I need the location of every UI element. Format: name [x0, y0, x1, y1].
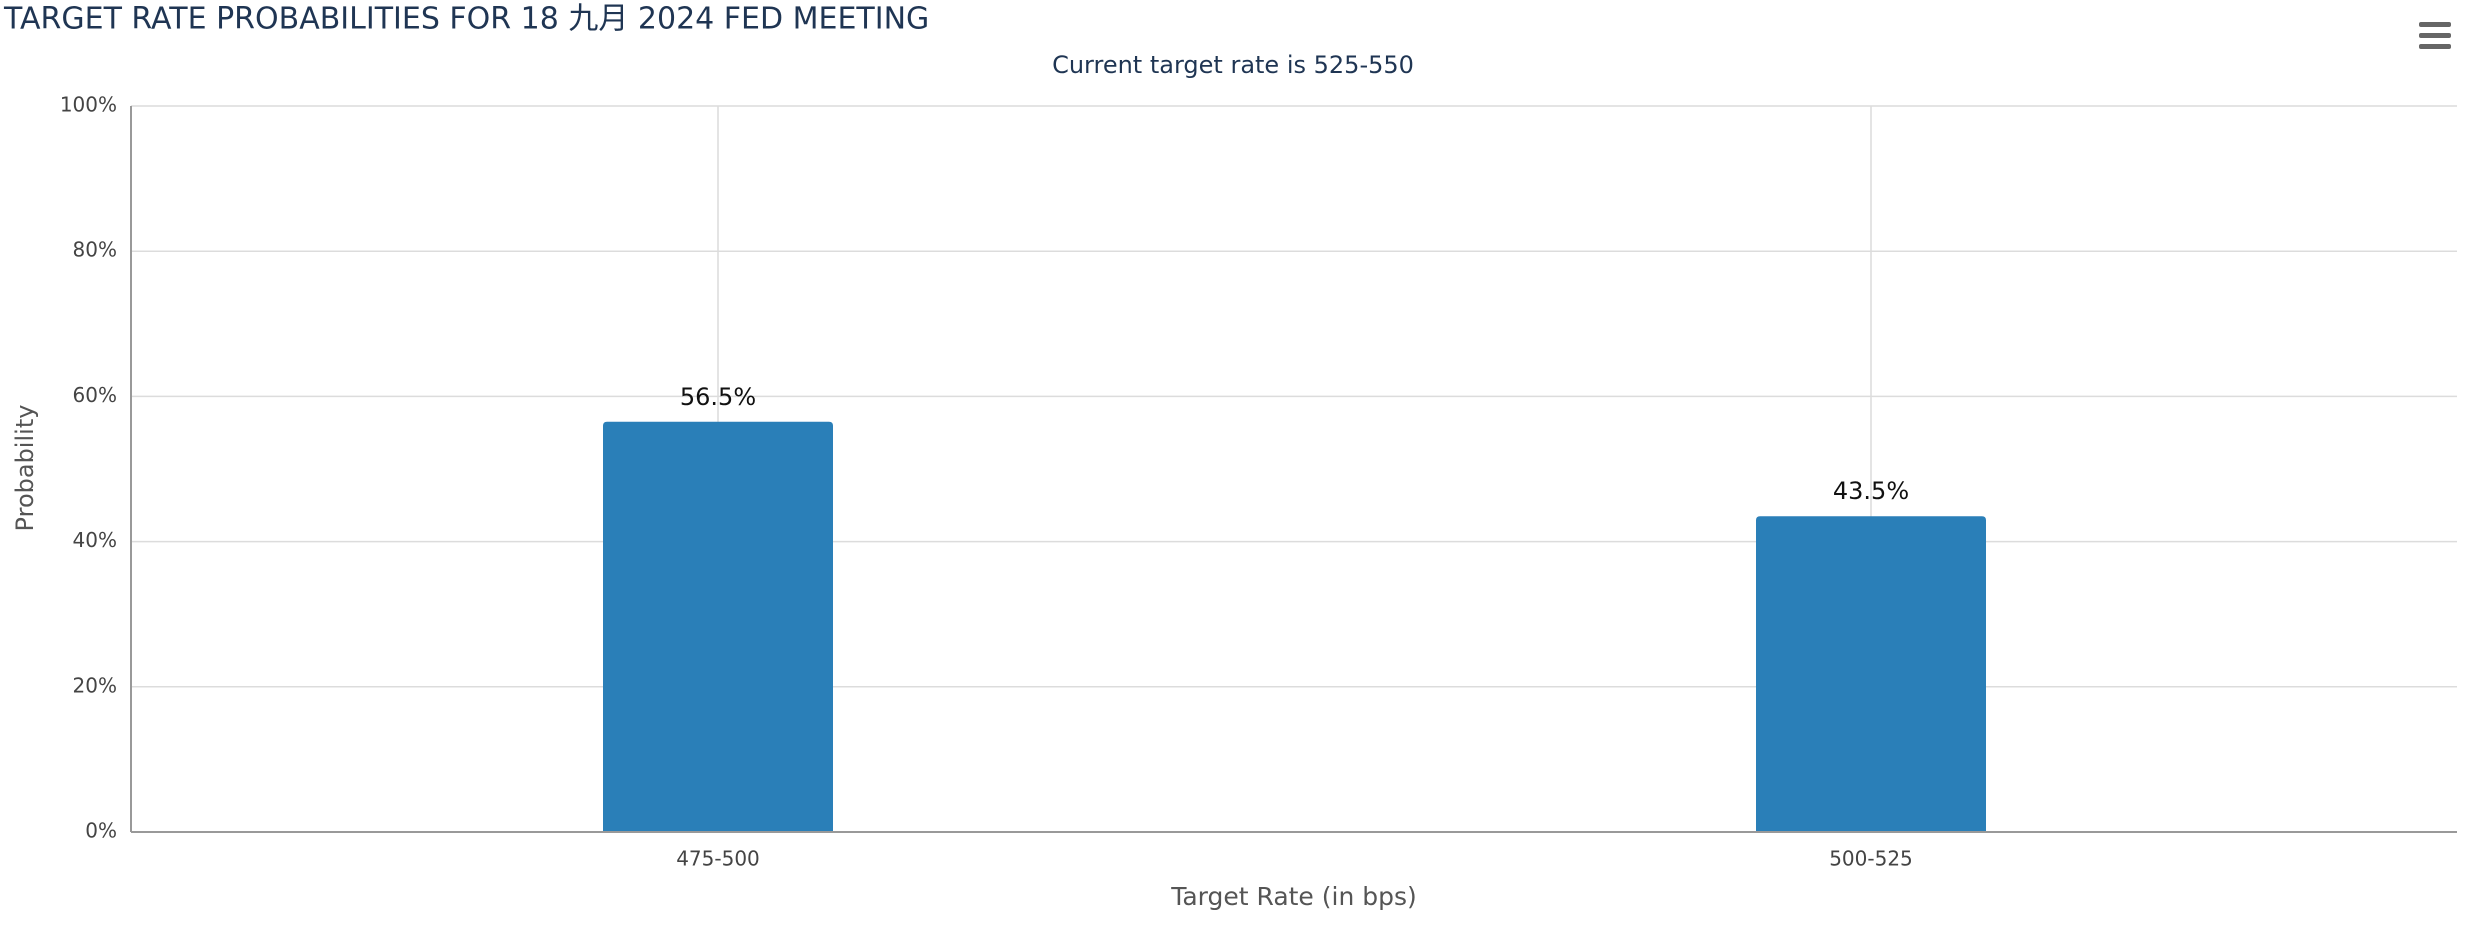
- y-tick-label: 20%: [73, 673, 117, 697]
- menu-button[interactable]: [2419, 22, 2451, 49]
- y-tick-label: 40%: [73, 528, 117, 552]
- x-axis-title: Target Rate (in bps): [1170, 882, 1417, 911]
- menu-bar: [2419, 33, 2451, 38]
- y-axis-title: Probability: [11, 405, 39, 532]
- x-tick-label: 500-525: [1829, 847, 1913, 871]
- x-tick-label: 475-500: [676, 847, 760, 871]
- y-tick-label: 0%: [85, 819, 117, 843]
- menu-bar: [2419, 44, 2451, 49]
- value-label: 43.5%: [1833, 477, 1909, 505]
- y-tick-label: 60%: [73, 383, 117, 407]
- y-tick-label: 80%: [73, 238, 117, 262]
- chart-title: TARGET RATE PROBABILITIES FOR 18 九月 2024…: [3, 2, 929, 37]
- bar: [1756, 516, 1986, 832]
- value-label: 56.5%: [680, 383, 756, 411]
- chart-subtitle: Current target rate is 525-550: [1052, 51, 1414, 79]
- y-tick-label: 100%: [60, 93, 117, 117]
- bar: [603, 421, 833, 832]
- menu-bar: [2419, 22, 2451, 27]
